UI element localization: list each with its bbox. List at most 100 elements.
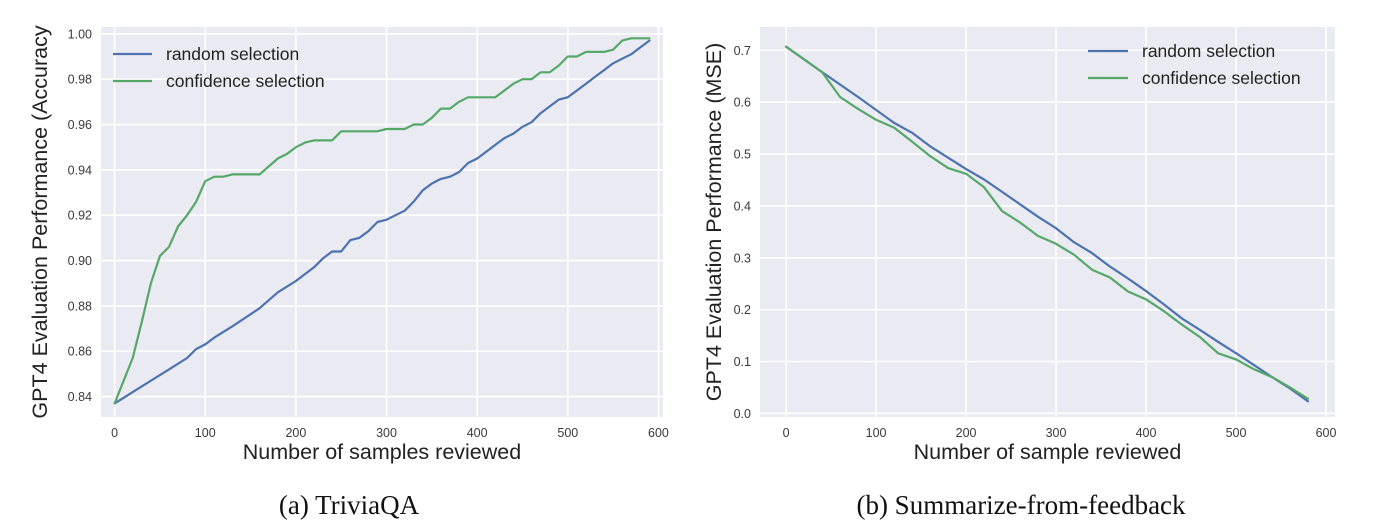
chart-a-data-point: [585, 51, 587, 53]
chart-a-data-point: [494, 96, 496, 98]
chart-b-data-point: [965, 173, 967, 175]
chart-b-y-tick-label: 0.5: [734, 148, 751, 162]
chart-a-data-point: [567, 55, 569, 58]
chart-a-data-point: [648, 40, 651, 42]
chart-a-data-point: [603, 51, 605, 53]
chart-a-data-point: [331, 139, 333, 141]
chart-a-data-point: [295, 280, 297, 282]
chart-a-data-point: [213, 337, 215, 339]
chart-a-data-point: [195, 348, 197, 350]
chart-b-data-point: [911, 141, 913, 143]
chart-a-data-point: [512, 133, 515, 135]
chart-a-data-point: [521, 78, 524, 80]
chart-a-data-point: [558, 64, 560, 67]
chart-b-x-tick-label: 300: [1046, 426, 1067, 440]
chart-a-y-axis-label: GPT4 Evaluation Performance (Accuracy: [28, 25, 52, 418]
chart-a-y-tick-label: 0.88: [68, 299, 92, 313]
chart-b-y-tick-label: 0.1: [734, 355, 751, 369]
chart-b-data-point: [785, 46, 787, 48]
chart-a-x-tick-label: 600: [648, 426, 669, 440]
chart-b-data-point: [1307, 398, 1309, 400]
chart-a-data-point: [132, 391, 134, 393]
chart-a-data-point: [222, 176, 224, 178]
chart-a-legend-label: confidence selection: [166, 71, 325, 91]
chart-a-data-point: [449, 108, 451, 110]
chart-a-data-point: [404, 210, 406, 212]
chart-b-y-tick-label: 0.0: [734, 407, 751, 421]
chart-a-data-point: [340, 130, 342, 132]
chart-b-data-point: [839, 96, 841, 98]
chart-a-data-point: [295, 146, 297, 148]
chart-a-y-tick-label: 0.92: [68, 209, 92, 223]
chart-a-data-point: [413, 123, 415, 126]
chart-a-data-point: [648, 37, 651, 39]
chart-b-data-point: [1199, 329, 1201, 331]
chart-b-data-point: [1217, 341, 1219, 343]
chart-b-legend-label: confidence selection: [1142, 68, 1301, 88]
chart-a-data-point: [630, 37, 632, 39]
chart-b-data-point: [1163, 310, 1165, 312]
chart-a-data-point: [612, 49, 614, 51]
chart-b-y-tick-label: 0.4: [734, 199, 751, 213]
chart-a-data-point: [485, 96, 487, 98]
chart-b-data-point: [1181, 324, 1183, 326]
chart-b-data-point: [1271, 376, 1273, 378]
chart-a-data-point: [331, 250, 333, 253]
chart-b-data-point: [1145, 298, 1147, 300]
chart-a-data-point: [313, 266, 315, 268]
chart-a-data-point: [449, 176, 451, 178]
chart-b-x-tick-label: 200: [956, 426, 977, 440]
chart-a-data-point: [576, 89, 578, 92]
chart-b-data-point: [965, 168, 967, 170]
chart-b: 0 100 200 300 400 500 600 0.0 0.1 0.2 0.3 0.4 0.5 0.6…: [702, 27, 1336, 464]
chart-a-data-point: [621, 40, 623, 42]
chart-b-data-point: [1037, 235, 1039, 237]
chart-a-data-point: [250, 173, 252, 175]
chart-a-data-point: [567, 96, 569, 98]
chart-a-data-point: [204, 180, 206, 182]
chart-a-x-tick-label: 400: [467, 426, 488, 440]
chart-b-data-point: [1109, 276, 1111, 279]
chart-a-data-point: [204, 343, 206, 345]
chart-b-data-point: [1307, 400, 1309, 402]
chart-a-data-point: [422, 189, 424, 191]
chart-a-data-point: [168, 368, 170, 370]
chart-b-data-point: [857, 96, 859, 98]
chart-a-data-point: [313, 139, 315, 141]
chart-a-x-tick-label: 300: [376, 426, 397, 440]
chart-b-data-point: [1163, 303, 1165, 306]
chart-b-data-point: [1001, 191, 1003, 193]
chart-b-data-point: [1253, 368, 1255, 370]
chart-a-y-tick-label: 0.84: [68, 390, 92, 404]
chart-b-data-point: [1253, 364, 1255, 366]
chart-b-data-point: [1091, 252, 1093, 254]
chart-b-data-point: [1145, 290, 1147, 292]
chart-a-x-tick-label: 100: [195, 426, 216, 440]
chart-a-data-point: [358, 237, 360, 239]
chart-a-data-point: [630, 53, 632, 55]
chart-a-data-point: [195, 201, 197, 203]
chart-a-data-point: [458, 171, 460, 173]
chart-a-x-axis-label: Number of samples reviewed: [243, 440, 521, 464]
chart-b-data-point: [911, 132, 913, 134]
chart-a-data-point: [286, 153, 288, 155]
chart-b-data-point: [875, 119, 877, 121]
chart-b-data-point: [1019, 221, 1021, 224]
chart-a-data-point: [259, 173, 261, 175]
chart-b-y-tick-label: 0.3: [734, 251, 751, 265]
chart-a-data-point: [304, 142, 306, 144]
chart-a-data-point: [576, 55, 578, 58]
chart-b-data-point: [1073, 254, 1075, 256]
chart-b-data-point: [1235, 352, 1237, 354]
chart-a-data-point: [440, 178, 442, 180]
chart-b-x-tick-label: 100: [866, 426, 887, 440]
chart-a-data-point: [639, 37, 641, 39]
chart-a-data-point: [549, 105, 551, 107]
chart-b-x-axis-label: Number of sample reviewed: [914, 440, 1182, 464]
chart-b-y-tick-label: 0.6: [734, 96, 751, 110]
chart-b-legend-label: random selection: [1142, 41, 1275, 61]
chart-b-data-point: [983, 178, 985, 181]
chart-a-data-point: [159, 255, 161, 257]
chart-b-data-point: [1289, 386, 1291, 388]
chart-b-data-point: [983, 186, 985, 188]
